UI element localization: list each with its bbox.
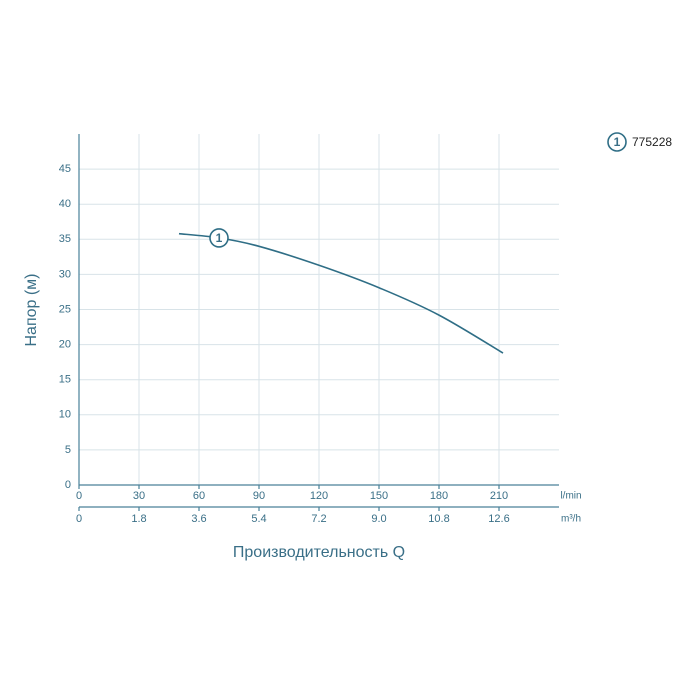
curve-marker: [209, 228, 229, 248]
x2-tick-label: 9.0: [371, 513, 386, 525]
x2-tick-label: 3.6: [191, 513, 206, 525]
x-tick-label: 180: [430, 490, 448, 502]
curve: [178, 232, 504, 354]
y-tick-label: 30: [59, 268, 71, 280]
y-tick-label: 15: [59, 374, 71, 386]
y-tick-label: 0: [65, 479, 71, 491]
x-unit: l/min: [560, 491, 581, 502]
x-tick-label: 90: [253, 490, 265, 502]
y-tick-label: 40: [59, 198, 71, 210]
legend-marker-label: 1: [614, 135, 621, 149]
x-tick-label: 210: [490, 490, 508, 502]
x-tick-label: 120: [310, 490, 328, 502]
x2-unit: m³/h: [561, 514, 581, 525]
x2-tick-label: 1.8: [131, 513, 146, 525]
x2-tick-label: 5.4: [251, 513, 266, 525]
legend-marker: [607, 132, 627, 152]
y-tick-label: 20: [59, 339, 71, 351]
x-tick-label: 0: [76, 490, 82, 502]
x2-tick-label: 10.8: [428, 513, 449, 525]
x-axis-label: Производительность Q: [233, 544, 405, 561]
y-tick-label: 45: [59, 163, 71, 175]
x-tick-label: 150: [370, 490, 388, 502]
y-axis-label: Напор (м): [23, 273, 40, 346]
x2-tick-label: 0: [76, 513, 82, 525]
x2-tick-label: 12.6: [488, 513, 509, 525]
y-tick-label: 25: [59, 303, 71, 315]
y-tick-label: 10: [59, 409, 71, 421]
x2-tick-label: 7.2: [311, 513, 326, 525]
x-tick-label: 30: [133, 490, 145, 502]
x-tick-label: 60: [193, 490, 205, 502]
y-tick-label: 5: [65, 444, 71, 456]
curve-marker-label: 1: [216, 231, 223, 245]
legend-label: 775228: [632, 135, 672, 149]
y-tick-label: 35: [59, 233, 71, 245]
